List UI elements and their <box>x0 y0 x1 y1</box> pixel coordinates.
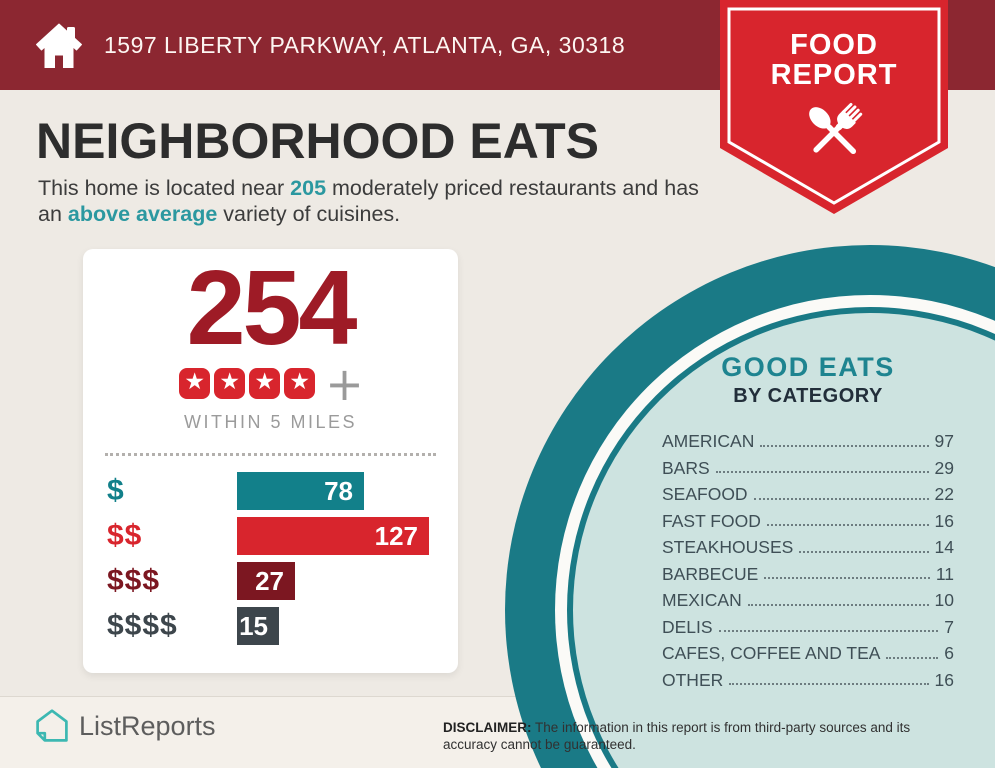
price-bar-row: $$$ 27 <box>107 562 446 600</box>
category-value: 29 <box>934 457 954 478</box>
category-value: 11 <box>935 563 954 584</box>
radius-caption: WITHIN 5 MILES <box>183 412 357 432</box>
category-row: MEXICAN 10 <box>662 588 954 615</box>
category-label: SEAFOOD <box>662 484 748 504</box>
star-icon: ★ <box>284 368 316 399</box>
ribbon-shape <box>720 0 948 214</box>
star-icon: ★ <box>179 368 211 399</box>
category-label: CAFES, COFFEE AND TEA <box>662 643 881 663</box>
brand-name: ListReports <box>79 710 216 741</box>
plus-sign: + <box>325 356 364 411</box>
category-row: BARBECUE 11 <box>662 562 954 589</box>
price-bar-row: $$ 127 <box>107 517 446 555</box>
dotted-leader <box>766 524 929 526</box>
price-bar: 127 <box>237 517 429 555</box>
category-label: BARBECUE <box>662 563 759 584</box>
category-value: 10 <box>934 590 954 610</box>
dotted-divider <box>105 453 436 456</box>
total-restaurant-count: 254 <box>186 249 358 367</box>
price-tier-label: $$$$ <box>107 609 178 642</box>
dotted-leader <box>718 630 939 632</box>
good-eats-title: GOOD EATS <box>721 352 895 382</box>
badge-title-line1: FOOD <box>790 29 878 61</box>
price-bar: 27 <box>237 562 295 600</box>
category-label: FAST FOOD <box>662 510 761 531</box>
star-rating: ★ ★ ★ ★ + <box>83 356 458 411</box>
category-list: AMERICAN 97 BARS 29 SEAFOOD 22 FAST FOOD 16 STEA… <box>662 429 954 694</box>
disclaimer: DISCLAIMER: The information in this repo… <box>443 719 911 753</box>
star-icon: ★ <box>214 368 246 399</box>
category-row: BARS 29 <box>662 456 954 483</box>
good-eats-panel: GOOD EATS BY CATEGORY AMERICAN 97 BARS 29 SE… <box>662 352 954 694</box>
dotted-leader <box>886 656 939 659</box>
listreports-house-icon <box>36 709 68 742</box>
category-row: OTHER 16 <box>662 668 954 695</box>
restaurant-stats-card: 254 ★ ★ ★ ★ + WITHIN 5 MILES $78 $$ 127 $$$ 27 $$… <box>83 249 458 673</box>
dotted-leader <box>729 683 929 685</box>
category-value: 22 <box>934 484 954 504</box>
category-value: 7 <box>944 616 954 637</box>
dotted-leader <box>753 497 929 500</box>
category-value: 6 <box>944 643 954 663</box>
category-row: STEAKHOUSES 14 <box>662 535 954 562</box>
category-row: DELIS 7 <box>662 615 954 642</box>
category-label: DELIS <box>662 616 713 637</box>
page-title: NEIGHBORHOOD EATS <box>36 113 599 169</box>
listreports-logo: ListReports <box>34 706 216 746</box>
price-bar-row: $78 <box>107 472 446 510</box>
category-label: MEXICAN <box>662 590 742 610</box>
category-label: OTHER <box>662 669 724 690</box>
dotted-leader <box>764 577 930 579</box>
category-row: SEAFOOD 22 <box>662 482 954 509</box>
property-address: 1597 LIBERTY PARKWAY, ATLANTA, GA, 30318 <box>104 31 626 58</box>
price-bar-value: 27 <box>255 565 284 596</box>
restaurant-count: 205 <box>290 176 327 200</box>
category-row: FAST FOOD 16 <box>662 509 954 536</box>
category-value: 14 <box>934 537 954 557</box>
dotted-leader <box>715 471 929 473</box>
spoon-fork-icon <box>809 102 863 155</box>
price-bar-value: 127 <box>374 520 418 551</box>
category-row: AMERICAN 97 <box>662 429 954 456</box>
price-tier-label: $$ <box>107 519 143 552</box>
food-report-ribbon: FOOD REPORT <box>720 0 948 218</box>
category-label: STEAKHOUSES <box>662 537 794 557</box>
home-icon <box>36 23 82 68</box>
category-row: CAFES, COFFEE AND TEA 6 <box>662 641 954 668</box>
intro-text: This home is located near 205 moderately… <box>38 176 699 226</box>
price-bar-value: 15 <box>239 610 268 641</box>
category-label: BARS <box>662 457 710 478</box>
price-tier-label: $$$ <box>107 564 161 597</box>
dotted-leader <box>747 603 929 606</box>
price-bar-row: $$$$ 15 <box>107 607 446 645</box>
dotted-leader <box>760 444 929 447</box>
price-bar: 78 <box>237 472 364 510</box>
category-value: 97 <box>934 431 954 451</box>
badge-title-line2: REPORT <box>770 59 898 91</box>
price-tier-label: $ <box>107 474 125 507</box>
price-tier-bar-chart: $78 $$ 127 $$$ 27 $$$$ 15 <box>107 472 446 652</box>
good-eats-subtitle: BY CATEGORY <box>733 385 883 407</box>
category-value: 16 <box>934 510 954 531</box>
variety-rating: above average <box>67 201 218 226</box>
star-icon: ★ <box>249 368 281 399</box>
dotted-leader <box>799 550 929 553</box>
price-bar-value: 78 <box>324 475 353 506</box>
category-value: 16 <box>934 669 954 690</box>
price-bar: 15 <box>237 607 279 645</box>
category-label: AMERICAN <box>662 431 755 451</box>
